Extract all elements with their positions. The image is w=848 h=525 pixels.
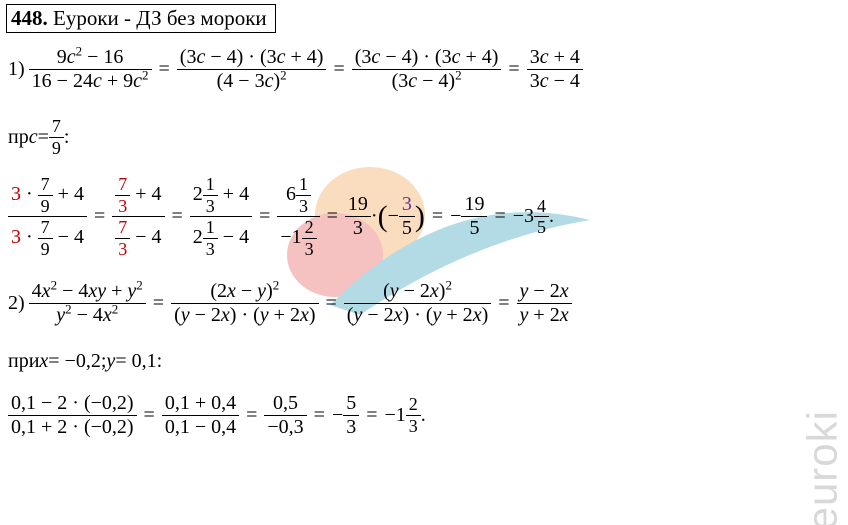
fraction: 0,1 + 0,40,1 − 0,4 — [162, 392, 239, 439]
problem-number: 448. — [11, 6, 48, 30]
title-text: Еуроки - ДЗ без мороки — [53, 6, 267, 30]
equation-line-4: 0,1 − 2 · (−0,2)0,1 + 2 · (−0,2) = 0,1 +… — [8, 392, 426, 439]
fraction: 9c2 − 16 16 − 24c + 9c2 — [29, 46, 152, 93]
fraction: 0,1 − 2 · (−0,2)0,1 + 2 · (−0,2) — [8, 392, 137, 439]
fraction: 73 + 4 73 − 4 — [112, 174, 164, 260]
fraction: (3c − 4) · (3c + 4) (3c − 4)2 — [352, 46, 502, 93]
watermark-text: euroki — [798, 410, 846, 525]
substitution-c: пр c = 79 : — [8, 116, 69, 158]
fraction: (3c − 4) · (3c + 4) (4 − 3c)2 — [177, 46, 327, 93]
fraction: 195 — [461, 193, 487, 240]
fraction: 35 — [399, 193, 415, 240]
fraction: y − 2x y + 2x — [517, 280, 572, 327]
fraction: 213 + 4 213 − 4 — [190, 174, 252, 260]
fraction: 193 — [345, 193, 371, 240]
item-1-label: 1) — [8, 58, 25, 81]
fraction: 613 −123 — [277, 174, 319, 260]
fraction: 0,5−0,3 — [264, 392, 306, 439]
title-box: 448. Еуроки - ДЗ без мороки — [6, 4, 276, 33]
equation-line-3: 2) 4x2 − 4xy + y2 y2 − 4x2 = (2x − y)2 (… — [8, 280, 572, 327]
fraction: 3 · 79 + 4 3 · 79 − 4 — [8, 174, 87, 260]
fraction: 53 — [343, 392, 359, 439]
fraction: 4x2 − 4xy + y2 y2 − 4x2 — [29, 280, 146, 327]
equation-line-1: 1) 9c2 − 16 16 − 24c + 9c2 = (3c − 4) · … — [8, 46, 583, 93]
fraction: 3c + 4 3c − 4 — [527, 46, 583, 93]
equation-line-2: 3 · 79 + 4 3 · 79 − 4 = 73 + 4 73 − 4 = … — [8, 174, 554, 260]
fraction: (y − 2x)2 (y − 2x) · (y + 2x) — [344, 280, 491, 327]
substitution-xy: при x = −0,2; y = 0,1: — [8, 350, 162, 373]
fraction: (2x − y)2 (y − 2x) · (y + 2x) — [171, 280, 318, 327]
item-2-label: 2) — [8, 292, 25, 315]
